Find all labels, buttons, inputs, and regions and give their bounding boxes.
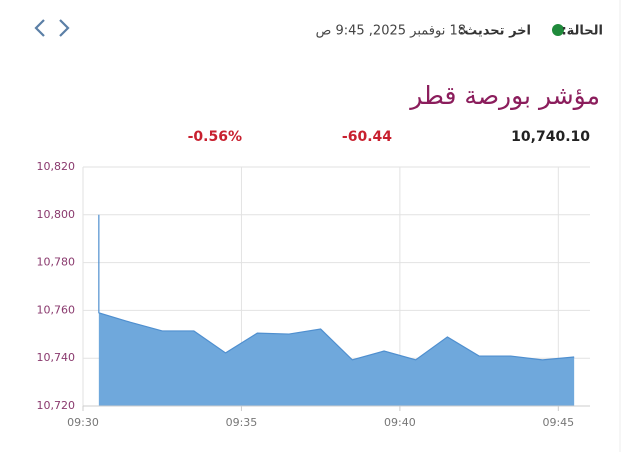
status-dot: [552, 24, 564, 36]
updated-label: اخر تحديث:: [459, 24, 531, 39]
chart-title: مؤشر بورصة قطر: [408, 81, 600, 110]
x-tick-label: 09:45: [542, 416, 574, 429]
x-tick-label: 09:30: [67, 416, 99, 429]
last-value: 10,740.10: [511, 129, 590, 145]
change: -60.44: [342, 129, 392, 145]
next-arrow[interactable]: [59, 19, 70, 37]
y-tick-label: 10,740: [37, 351, 76, 364]
y-tick-label: 10,800: [37, 208, 76, 221]
y-tick-label: 10,760: [37, 303, 76, 316]
x-tick-label: 09:40: [384, 416, 416, 429]
y-tick-label: 10,820: [37, 160, 76, 173]
status-label: الحالة:: [561, 24, 603, 39]
updated-value: 18 نوفمبر 2025, 9:45 ص: [316, 24, 466, 39]
area-line: [98, 214, 575, 361]
prev-arrow[interactable]: [34, 19, 45, 37]
area: [98, 214, 575, 406]
x-tick-label: 09:35: [226, 416, 258, 429]
change-pct: -0.56%: [188, 129, 242, 145]
y-tick-label: 10,780: [37, 256, 76, 269]
y-tick-label: 10,720: [37, 399, 76, 412]
